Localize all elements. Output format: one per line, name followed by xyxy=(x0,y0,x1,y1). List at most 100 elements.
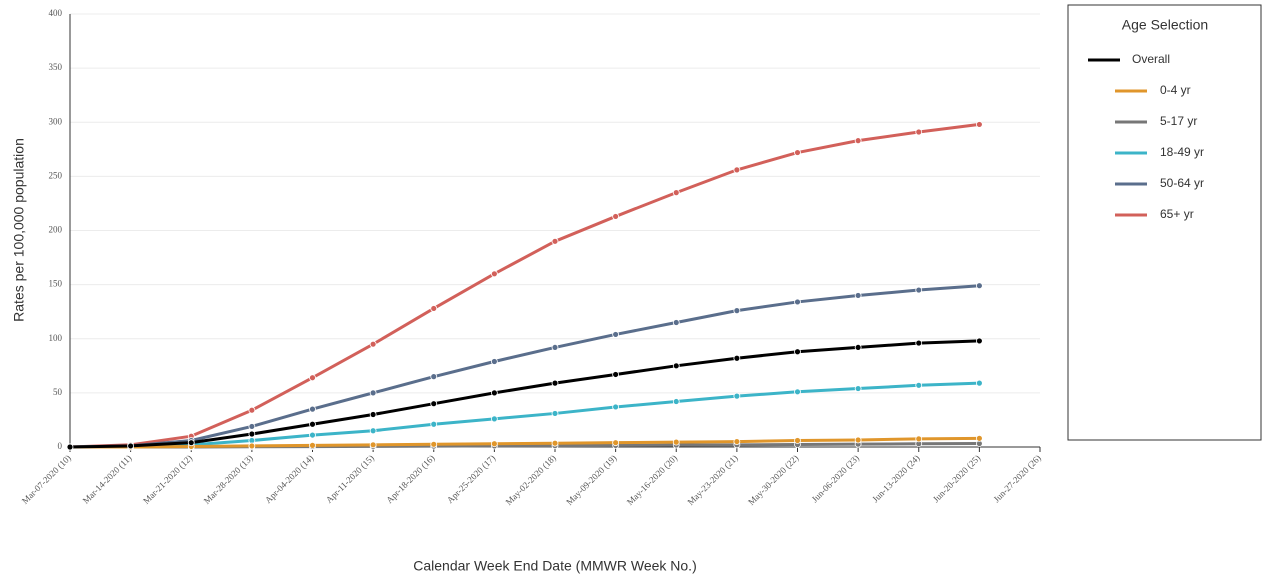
data-point xyxy=(551,439,559,447)
series-line xyxy=(69,122,980,449)
data-point xyxy=(915,128,923,136)
data-point xyxy=(854,436,862,444)
data-point xyxy=(490,358,498,365)
data-point xyxy=(794,298,801,306)
x-tick-label: Jun-20-2020 (25) xyxy=(931,453,982,504)
data-point xyxy=(794,348,801,356)
data-point xyxy=(369,389,377,397)
data-point xyxy=(612,439,620,447)
legend-label[interactable]: Overall xyxy=(1132,52,1170,66)
data-point xyxy=(430,440,438,448)
data-point xyxy=(248,430,256,438)
data-point xyxy=(854,385,862,392)
data-point xyxy=(975,434,983,442)
data-point xyxy=(733,166,741,174)
x-tick-label: Apr-25-2020 (17) xyxy=(445,453,497,505)
x-tick-label: Apr-18-2020 (16) xyxy=(384,453,436,505)
data-point xyxy=(733,438,741,445)
data-point xyxy=(551,237,559,245)
data-point xyxy=(248,423,256,430)
x-tick-label: Mar-21-2020 (12) xyxy=(141,453,194,506)
data-point xyxy=(854,292,862,299)
series-line xyxy=(69,339,980,449)
data-point xyxy=(66,443,74,451)
data-point xyxy=(490,270,498,278)
data-point xyxy=(551,410,559,417)
y-tick-label: 200 xyxy=(49,225,63,235)
data-point xyxy=(309,420,316,428)
y-axis-label: Rates per 100,000 population xyxy=(11,138,27,322)
series-line xyxy=(70,436,980,449)
x-axis-label: Calendar Week End Date (MMWR Week No.) xyxy=(413,558,696,574)
series-line xyxy=(69,381,980,449)
legend-title: Age Selection xyxy=(1122,17,1208,33)
data-point xyxy=(733,307,741,315)
x-tick-label: Apr-04-2020 (14) xyxy=(263,453,315,505)
data-point xyxy=(248,406,256,414)
data-point xyxy=(490,389,498,397)
data-point xyxy=(187,439,195,447)
y-tick-label: 300 xyxy=(49,116,63,126)
x-tick-label: Mar-14-2020 (11) xyxy=(81,453,134,506)
data-point xyxy=(551,344,559,351)
data-point xyxy=(430,373,438,381)
data-point xyxy=(915,435,923,443)
data-point xyxy=(672,398,680,405)
legend-box xyxy=(1067,4,1262,441)
data-point xyxy=(612,403,620,411)
x-tick-label: Jun-13-2020 (24) xyxy=(870,453,921,504)
data-point xyxy=(794,437,801,444)
data-point xyxy=(975,121,983,128)
x-tick-label: Mar-07-2020 (10) xyxy=(20,453,73,506)
data-point xyxy=(612,331,620,338)
data-point xyxy=(915,381,923,389)
data-point xyxy=(369,411,377,418)
y-tick-label: 150 xyxy=(49,279,63,289)
legend-label[interactable]: 50-64 yr xyxy=(1160,176,1204,190)
data-point xyxy=(794,388,801,396)
data-point xyxy=(248,442,256,450)
legend-label[interactable]: 18-49 yr xyxy=(1160,145,1204,159)
y-tick-label: 100 xyxy=(49,333,63,343)
data-point xyxy=(975,379,983,387)
x-tick-label: May-23-2020 (21) xyxy=(685,453,739,507)
data-point xyxy=(672,362,680,370)
data-point xyxy=(975,282,983,290)
x-tick-label: Mar-28-2020 (13) xyxy=(202,453,255,506)
legend-label[interactable]: 5-17 yr xyxy=(1160,114,1197,128)
data-point xyxy=(733,392,741,400)
y-tick-label: 350 xyxy=(49,62,63,72)
y-tick-label: 50 xyxy=(53,387,63,397)
data-point xyxy=(490,415,498,423)
x-tick-label: May-02-2020 (18) xyxy=(504,453,558,507)
x-tick-label: Apr-11-2020 (15) xyxy=(324,453,376,505)
data-point xyxy=(672,189,680,197)
data-point xyxy=(612,371,620,378)
data-point xyxy=(915,286,923,294)
data-point xyxy=(430,305,438,312)
data-point xyxy=(369,340,377,348)
data-point xyxy=(430,400,438,408)
data-point xyxy=(854,344,862,351)
data-point xyxy=(612,213,620,220)
data-point xyxy=(309,405,316,413)
y-tick-label: 400 xyxy=(49,8,63,18)
data-point xyxy=(854,137,862,145)
series-line xyxy=(69,284,980,449)
legend-label[interactable]: 0-4 yr xyxy=(1160,83,1191,97)
data-point xyxy=(490,440,498,448)
data-point xyxy=(794,149,801,156)
data-point xyxy=(672,319,680,326)
data-point xyxy=(309,431,316,439)
y-tick-label: 250 xyxy=(49,170,63,180)
data-point xyxy=(551,379,559,387)
x-tick-label: Jun-06-2020 (23) xyxy=(810,453,861,504)
data-point xyxy=(915,339,923,347)
x-tick-label: May-30-2020 (22) xyxy=(746,453,800,507)
x-tick-label: May-09-2020 (19) xyxy=(564,453,618,507)
data-point xyxy=(672,438,680,446)
data-point xyxy=(369,427,377,435)
legend-label[interactable]: 65+ yr xyxy=(1160,207,1194,221)
data-point xyxy=(127,442,135,450)
